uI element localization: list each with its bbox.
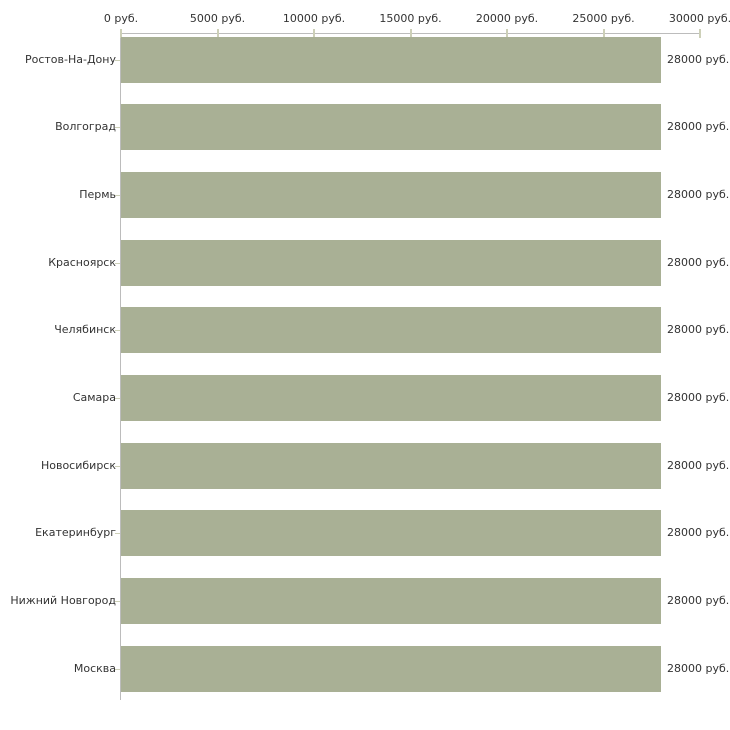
x-axis-tick-mark bbox=[313, 29, 315, 38]
category-label: Пермь bbox=[79, 187, 116, 201]
x-axis-tick-label: 0 руб. bbox=[103, 12, 139, 25]
y-axis-line bbox=[120, 33, 121, 700]
bar bbox=[121, 510, 661, 557]
bar bbox=[121, 578, 661, 625]
bar bbox=[121, 442, 661, 489]
bar bbox=[121, 239, 661, 286]
y-axis-tick-mark bbox=[115, 398, 120, 399]
x-axis-tick-label: 10000 руб. bbox=[282, 12, 346, 25]
category-label: Ростов-На-Дону bbox=[24, 52, 116, 66]
bar-value-label: 28000 руб. bbox=[667, 526, 730, 540]
y-axis-tick-mark bbox=[115, 465, 120, 467]
y-axis-tick-mark bbox=[115, 59, 120, 61]
x-axis-tick-label: 25000 руб. bbox=[572, 12, 635, 25]
y-axis-tick-mark bbox=[115, 533, 120, 535]
bar-value-label: 28000 руб. bbox=[667, 52, 730, 66]
x-axis-tick-label: 15000 руб. bbox=[379, 12, 442, 25]
x-axis-tick-label: 5000 руб. bbox=[189, 12, 246, 25]
category-label: Волгоград bbox=[55, 120, 116, 134]
bar bbox=[121, 307, 661, 354]
bar bbox=[121, 645, 661, 692]
y-axis-tick-mark bbox=[115, 127, 120, 129]
bar-value-label: 28000 руб. bbox=[667, 661, 730, 675]
bar-value-label: 28000 руб. bbox=[667, 187, 730, 201]
bar bbox=[121, 171, 661, 218]
x-axis-tick-label: 30000 руб. bbox=[668, 12, 730, 25]
x-axis-tick-mark bbox=[216, 29, 219, 38]
x-axis-tick-mark bbox=[602, 29, 605, 38]
category-label: Челябинск bbox=[54, 323, 116, 337]
bar-value-label: 28000 руб. bbox=[667, 458, 730, 472]
x-axis-tick-mark bbox=[699, 29, 701, 38]
x-axis-tick-mark bbox=[409, 29, 412, 38]
category-label: Москва bbox=[73, 661, 116, 675]
category-label: Екатеринбург bbox=[35, 526, 116, 540]
category-label: Нижний Новгород bbox=[10, 594, 116, 608]
y-axis-tick-mark bbox=[115, 601, 120, 603]
category-label: Самара bbox=[72, 391, 116, 404]
category-label: Красноярск bbox=[48, 255, 116, 269]
y-axis-tick-mark bbox=[115, 330, 120, 332]
bar bbox=[121, 375, 661, 421]
x-axis-tick-label: 20000 руб. bbox=[475, 12, 539, 25]
y-axis-tick-mark bbox=[115, 262, 120, 264]
bar bbox=[121, 104, 661, 151]
bar bbox=[121, 36, 661, 83]
x-axis-tick-mark bbox=[506, 29, 508, 38]
bar-value-label: 28000 руб. bbox=[667, 120, 730, 134]
y-axis-tick-mark bbox=[115, 668, 120, 670]
bar-value-label: 28000 руб. bbox=[667, 255, 730, 269]
y-axis-tick-mark bbox=[115, 194, 120, 196]
bar-value-label: 28000 руб. bbox=[667, 594, 730, 608]
category-label: Новосибирск bbox=[40, 458, 116, 472]
bar-value-label: 28000 руб. bbox=[667, 391, 730, 404]
x-axis-tick-mark bbox=[120, 29, 122, 38]
bar-value-label: 28000 руб. bbox=[667, 323, 730, 337]
